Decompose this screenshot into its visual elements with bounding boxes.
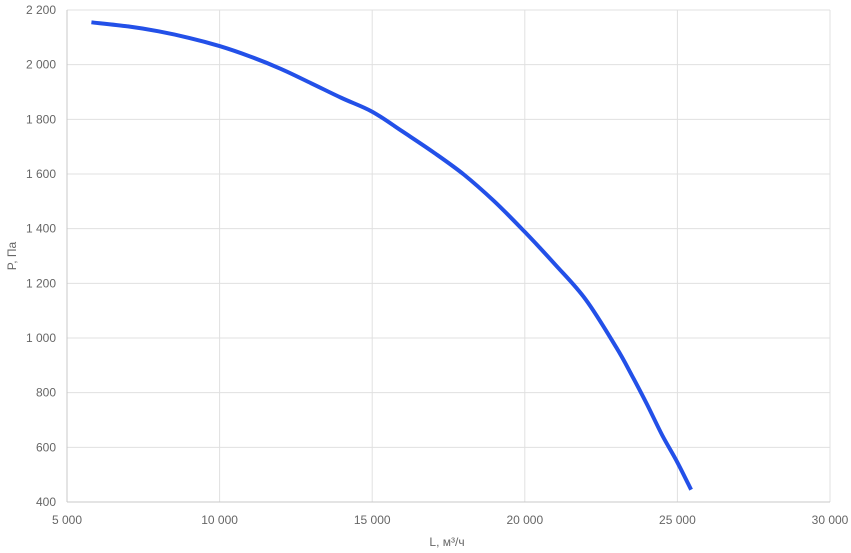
y-axis-title: P, Па	[5, 241, 19, 270]
series-line	[91, 20, 693, 491]
y-tick-label: 2 000	[26, 58, 56, 72]
axes	[66, 10, 830, 503]
series-layer	[91, 20, 693, 491]
y-tick-label: 1 200	[26, 276, 56, 290]
y-tick-label: 1 000	[26, 331, 56, 345]
y-tick-label: 600	[36, 440, 56, 454]
y-tick-labels: 400 600 800 1 000 1 200 1 400 1 600 1 800 2 000 2…	[26, 3, 56, 509]
y-tick-label: 1 600	[26, 167, 56, 181]
y-tick-label: 2 200	[26, 3, 56, 17]
x-tick-label: 30 000	[812, 513, 849, 527]
x-tick-label: 15 000	[354, 513, 391, 527]
x-tick-labels: 5 000 10 000 15 000 20 000 25 000 30 000	[52, 513, 849, 527]
grid	[67, 9, 831, 502]
x-axis-title: L, м³/ч	[429, 535, 464, 549]
x-tick-label: 20 000	[506, 513, 543, 527]
y-tick-label: 800	[36, 386, 56, 400]
y-tick-label: 400	[36, 495, 56, 509]
x-tick-label: 25 000	[659, 513, 696, 527]
y-tick-label: 1 400	[26, 222, 56, 236]
x-tick-label: 5 000	[52, 513, 82, 527]
x-tick-label: 10 000	[201, 513, 238, 527]
y-tick-label: 1 800	[26, 112, 56, 126]
